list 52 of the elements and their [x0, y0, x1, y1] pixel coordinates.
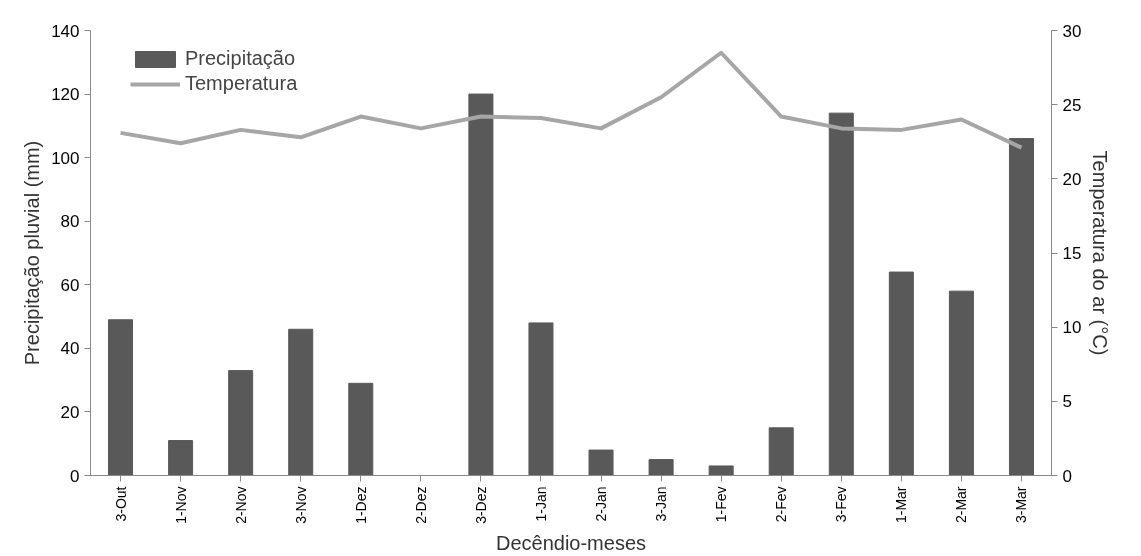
x-tick-label: 1-Jan: [532, 486, 549, 522]
bar: [588, 449, 614, 476]
x-tick-label: 2-Mar: [953, 486, 970, 524]
x-tick-label: 1-Nov: [172, 486, 189, 524]
x-tick-label: 1-Mar: [893, 486, 910, 524]
x-tick-label: 1-Fev: [713, 486, 730, 523]
y-tick-label: 120: [51, 85, 80, 105]
x-tick-label: 2-Fev: [773, 486, 790, 523]
y2-tick-label: 25: [1062, 95, 1082, 115]
bar: [648, 459, 674, 476]
y2-tick-label: 5: [1062, 392, 1072, 412]
y-tick-label: 0: [70, 466, 80, 486]
bar: [348, 382, 374, 476]
bar: [888, 271, 914, 476]
bar: [1008, 138, 1034, 476]
bar: [948, 290, 974, 476]
bar: [828, 112, 854, 476]
x-tick-label: 3-Mar: [1013, 486, 1030, 524]
y2-tick-label: 0: [1062, 466, 1072, 486]
x-tick-label: 2-Nov: [232, 486, 249, 524]
x-tick-label: 3-Fev: [833, 486, 850, 523]
y-axis-title: Precipitação pluvial (mm): [21, 140, 44, 366]
legend-label: Temperatura: [185, 72, 298, 95]
legend-label: Precipitação: [185, 47, 296, 70]
y-tick-label: 60: [60, 275, 80, 295]
y2-tick-label: 30: [1062, 21, 1082, 41]
bar: [288, 328, 314, 476]
y-tick-label: 20: [60, 402, 80, 422]
y-tick-label: 80: [60, 212, 80, 232]
x-tick-label: 3-Nov: [292, 486, 309, 524]
x-tick-label: 2-Dez: [412, 486, 429, 524]
bar: [528, 322, 554, 476]
line-series: [118, 50, 1024, 150]
y2-axis-title: Temperatura do ar (°C): [1089, 150, 1112, 356]
y-tick-label: 140: [51, 21, 80, 41]
bar: [108, 319, 134, 476]
y-tick-label: 40: [60, 339, 80, 359]
x-tick-label: 2-Jan: [593, 486, 610, 522]
x-tick-label: 3-Out: [112, 486, 129, 522]
y2-tick-label: 15: [1062, 244, 1082, 263]
x-tick-label: 1-Dez: [352, 486, 369, 524]
bar: [168, 440, 194, 476]
bar: [228, 370, 254, 476]
x-axis-title: Decêndio-meses: [495, 531, 647, 554]
bar: [468, 93, 494, 476]
x-tick-label: 3-Dez: [472, 486, 489, 524]
bar: [708, 465, 734, 476]
bar: [768, 427, 794, 476]
x-tick-label: 3-Jan: [653, 486, 670, 522]
y-tick-label: 100: [51, 148, 80, 168]
y2-tick-label: 10: [1062, 318, 1082, 338]
y2-tick-label: 20: [1062, 169, 1082, 189]
